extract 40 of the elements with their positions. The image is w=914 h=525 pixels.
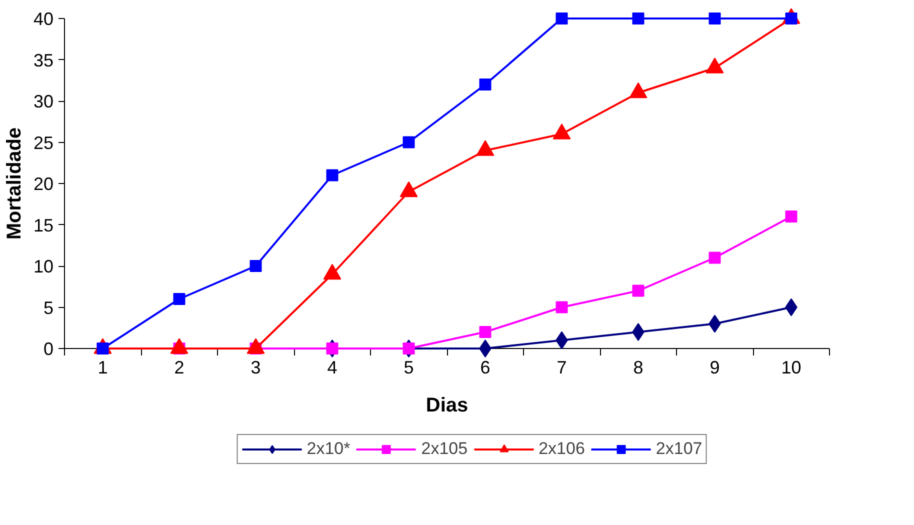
y-tick-label: 5	[43, 298, 54, 318]
legend-label: 2x10*	[306, 439, 350, 459]
point	[173, 293, 186, 305]
point	[556, 301, 568, 314]
point	[402, 342, 415, 354]
y-tick-label: 35	[33, 50, 54, 70]
x-tick-label: 2	[174, 358, 184, 378]
y-tick-label: 30	[33, 92, 54, 112]
point	[632, 12, 644, 24]
point	[708, 252, 721, 264]
legend-label: 2x106	[538, 439, 585, 459]
x-axis-title: Dias	[426, 394, 468, 416]
x-tick-label: 8	[633, 358, 644, 378]
y-tick-label: 20	[33, 174, 54, 194]
y-axis-title: Mortalidade	[3, 127, 26, 240]
legend-label: 2x105	[421, 439, 468, 459]
x-tick-label: 4	[327, 358, 338, 378]
y-tick-label: 40	[33, 9, 54, 29]
point	[402, 136, 415, 148]
y-tick-label: 15	[33, 215, 54, 236]
point	[785, 210, 798, 222]
legend-label: 2x107	[656, 439, 702, 459]
y-tick-label: 25	[33, 132, 54, 153]
point	[632, 284, 644, 297]
point	[708, 12, 721, 24]
x-tick-label: 9	[710, 358, 720, 378]
y-tick-label: 0	[43, 339, 54, 359]
x-tick-label: 10	[781, 358, 802, 378]
x-tick-label: 6	[480, 358, 490, 378]
point	[250, 260, 262, 272]
x-tick-label: 1	[98, 358, 108, 378]
point	[326, 169, 338, 182]
point	[556, 12, 568, 24]
point	[326, 342, 338, 354]
point	[479, 326, 492, 338]
x-tick-label: 7	[556, 358, 567, 378]
x-tick-label: 3	[250, 358, 261, 378]
x-tick-label: 5	[404, 358, 414, 378]
point	[479, 78, 492, 90]
y-tick-label: 10	[33, 256, 54, 276]
